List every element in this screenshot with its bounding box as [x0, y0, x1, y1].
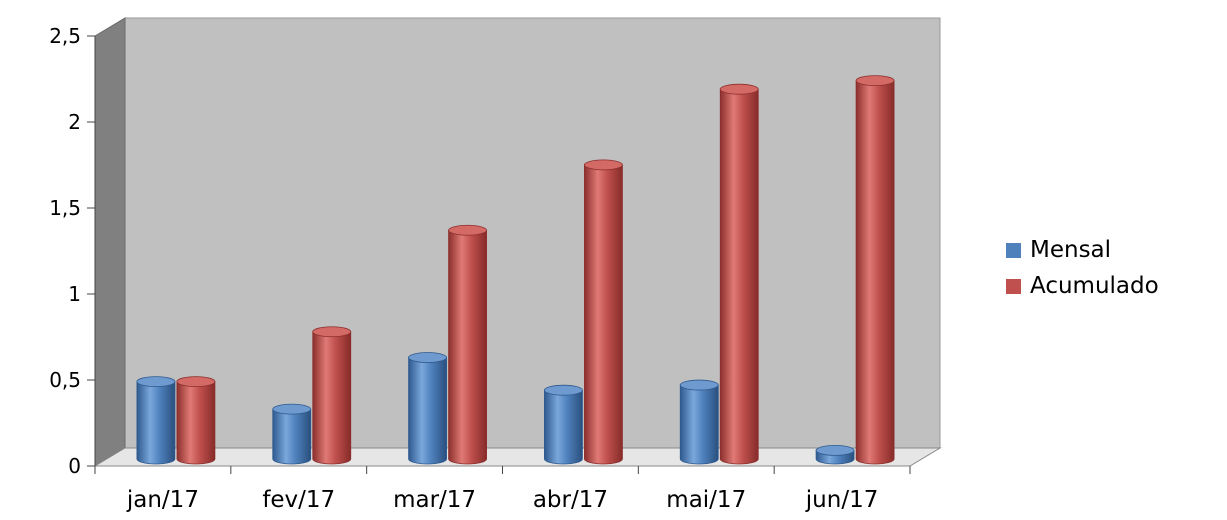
- bar-top: [855, 75, 895, 86]
- bar-body: [584, 164, 623, 465]
- bar-mensal-jan-17: [136, 376, 176, 465]
- bar-top: [136, 376, 176, 388]
- bar-body: [408, 357, 447, 465]
- y-tick-label: 0,5: [49, 368, 81, 392]
- bar-top: [176, 376, 216, 388]
- y-tick-label: 1,5: [49, 196, 81, 220]
- bar-body: [448, 229, 487, 465]
- side-wall: [94, 17, 126, 467]
- legend-swatch-mensal: [1006, 242, 1021, 258]
- bar-acumulado-jan-17: [176, 376, 216, 465]
- bar-mensal-fev-17: [272, 403, 312, 465]
- back-wall: [124, 17, 941, 449]
- x-tick-label: mai/17: [666, 487, 746, 513]
- bar-acumulado-jun-17: [855, 75, 895, 465]
- floor: [93, 447, 942, 467]
- bar-top: [272, 403, 312, 415]
- bar-body: [679, 384, 719, 465]
- legend-swatch-acumulado: [1006, 278, 1021, 294]
- bar-top: [815, 444, 855, 456]
- bar-acumulado-mai-17: [719, 83, 759, 465]
- bar-body: [136, 381, 176, 465]
- bar-top: [719, 83, 759, 95]
- bar-body: [855, 80, 895, 465]
- x-tick-label: fev/17: [262, 487, 335, 513]
- bar-acumulado-fev-17: [312, 326, 352, 465]
- legend-label-acumulado: Acumulado: [1030, 273, 1159, 299]
- bar-acumulado-mar-17: [448, 224, 487, 465]
- y-tick-label: 0: [68, 454, 81, 478]
- x-tick-label: abr/17: [533, 487, 608, 513]
- bar-top: [448, 224, 487, 236]
- legend-item-mensal: Mensal: [1006, 232, 1159, 268]
- bar-body: [544, 389, 583, 465]
- bar-top: [408, 352, 447, 363]
- legend-item-acumulado: Acumulado: [1006, 268, 1159, 304]
- bar-body: [312, 331, 352, 465]
- y-tick-label: 2: [68, 110, 81, 134]
- y-tick-label: 1: [68, 282, 81, 306]
- x-tick-label: jun/17: [805, 487, 879, 513]
- bar-top: [679, 379, 719, 391]
- bar-mensal-jun-17: [815, 444, 855, 465]
- bar-top: [312, 326, 352, 338]
- x-tick-label: jan/17: [126, 487, 199, 513]
- bar-body: [719, 88, 759, 465]
- legend-label-mensal: Mensal: [1030, 237, 1112, 263]
- legend: Mensal Acumulado: [1006, 232, 1159, 304]
- bar-top: [584, 159, 623, 171]
- bar-body: [272, 408, 312, 465]
- bar-acumulado-abr-17: [584, 159, 623, 465]
- bar-body: [176, 381, 216, 465]
- bar-mensal-mar-17: [408, 352, 447, 465]
- y-tick-label: 2,5: [49, 24, 81, 48]
- bar-top: [544, 384, 583, 396]
- x-tick-label: mar/17: [393, 487, 476, 513]
- bar-mensal-abr-17: [544, 384, 583, 465]
- bar-mensal-mai-17: [679, 379, 719, 465]
